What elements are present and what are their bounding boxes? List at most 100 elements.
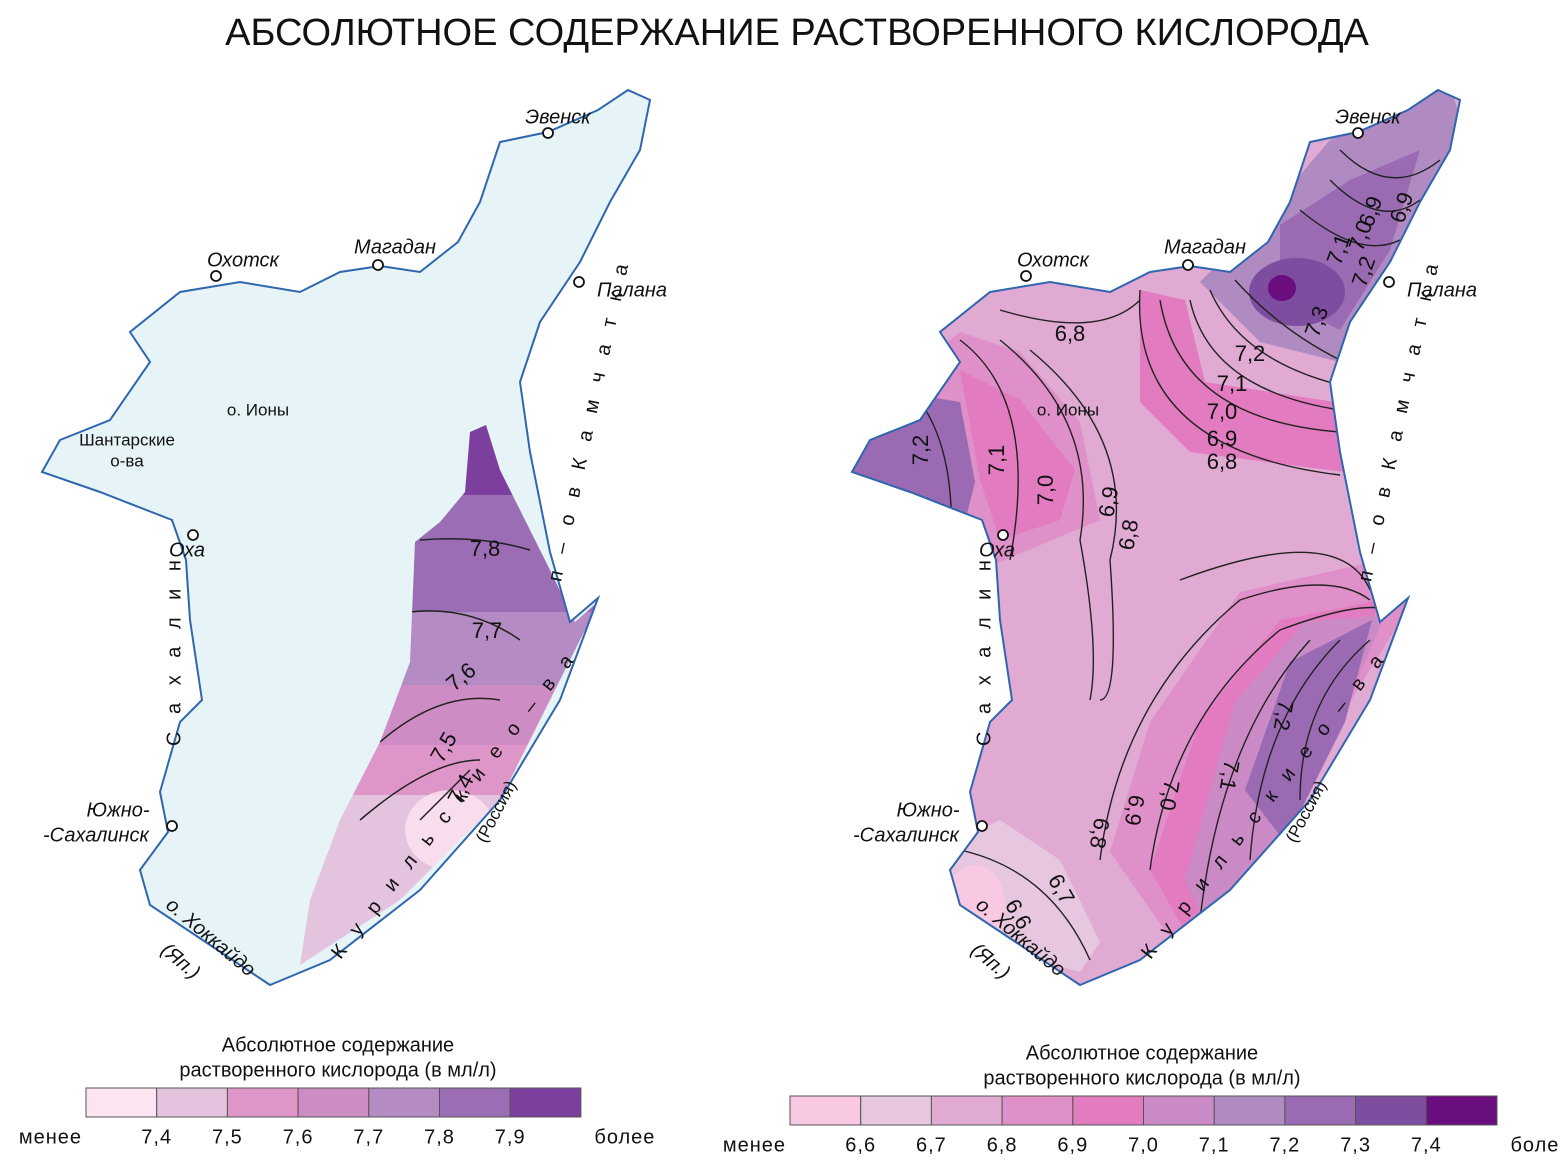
contour-line [1249, 639, 1341, 861]
legend-label: 6,7 [916, 1134, 947, 1156]
legend-title: растворенного кислорода (в мл/л) [179, 1059, 496, 1081]
place-label: -Сахалинск [853, 824, 961, 846]
place-label: Магадан [354, 236, 436, 258]
place-marker [210, 270, 222, 282]
legend-swatch [789, 1095, 862, 1126]
zone [852, 392, 975, 562]
contour-label: 7,2 [908, 435, 933, 466]
contour-line [1029, 349, 1118, 701]
place-marker [166, 820, 178, 832]
legend-swatch [1355, 1095, 1427, 1126]
legend-label: 7,2 [1269, 1134, 1300, 1156]
contour-label: 6,8 [1207, 449, 1238, 474]
legend-label: 6,6 [845, 1134, 876, 1156]
contour-line [409, 610, 521, 641]
place-marker [1182, 259, 1194, 271]
place-label: -Сахалинск [43, 824, 151, 846]
region-label: о. Ионы [1037, 400, 1099, 419]
legend-swatch [930, 1095, 1003, 1126]
place-marker [573, 276, 585, 288]
region-label: п – о в К а м ч а т к а [544, 256, 634, 583]
place-marker [372, 259, 384, 271]
legend-title: Абсолютное содержание [222, 1034, 454, 1056]
place-marker [1352, 127, 1364, 139]
legend-label: более [1510, 1134, 1560, 1156]
contour-line [999, 299, 1141, 324]
contour-line [1138, 289, 1341, 476]
legend-swatch [226, 1087, 299, 1118]
contour-label: 7,0 [1033, 475, 1058, 506]
legend-label: 7,1 [1199, 1134, 1230, 1156]
contour-label: 6,8 [1113, 517, 1143, 551]
region-label: п – о в К а м ч а т к а [1354, 256, 1444, 583]
contour-line [1099, 584, 1371, 861]
contour-line [379, 697, 501, 743]
contour-line [1329, 179, 1421, 212]
place-label: Магадан [1164, 236, 1246, 258]
place-label: Охотск [207, 249, 280, 271]
legend-title: растворенного кислорода (в мл/л) [983, 1067, 1300, 1089]
legend-label: 7,3 [1340, 1134, 1371, 1156]
contour-line [999, 339, 1095, 701]
region-label: С а х а л и н [973, 554, 995, 746]
legend-swatch [439, 1087, 511, 1118]
contour-label: 7,2 [1269, 698, 1299, 732]
contour-line [1199, 639, 1311, 921]
place-label: Палана [597, 279, 667, 301]
coast [40, 88, 652, 987]
place-label: Палана [1407, 279, 1477, 301]
legend-label: 7,6 [283, 1126, 314, 1148]
legend-label: 7,0 [1128, 1134, 1159, 1156]
contour-line [1299, 639, 1371, 801]
legend-label: 7,9 [495, 1126, 526, 1148]
legend-swatch [1001, 1095, 1074, 1126]
contour-line [1159, 299, 1341, 433]
region-label: о. Ионы [227, 400, 289, 419]
contour-line [1209, 289, 1341, 386]
legend-label: 7,8 [424, 1126, 455, 1148]
contour-label: 6,9 [1120, 793, 1150, 827]
coast [850, 88, 1462, 987]
legend-swatch [85, 1087, 158, 1118]
place-label: Южно- [87, 799, 150, 821]
place-marker [976, 820, 988, 832]
legend-label: 6,8 [987, 1134, 1018, 1156]
contour-line [1149, 606, 1391, 871]
contour-line [1234, 279, 1341, 361]
legend-label: 7,5 [212, 1126, 243, 1148]
contour-line [1179, 551, 1371, 591]
contour-line [419, 538, 531, 551]
legend-label: 7,7 [353, 1126, 384, 1148]
legend-swatch [1284, 1095, 1357, 1126]
place-label: Оха [979, 539, 1015, 561]
contour-label: 6,8 [1055, 321, 1086, 346]
place-marker [187, 529, 199, 541]
region-label: (Яп.) [157, 939, 204, 984]
region-label: Шантарские [79, 430, 175, 449]
region-label: (Яп.) [967, 939, 1014, 984]
region-label: о-ва [110, 451, 144, 470]
place-marker [997, 529, 1009, 541]
contour-label: 6,9 [1207, 426, 1238, 451]
legend-swatch [368, 1087, 440, 1118]
contour-line [1189, 299, 1341, 411]
contour-line [419, 769, 471, 821]
legend-title: Абсолютное содержание [1026, 1042, 1258, 1064]
title: АБСОЛЮТНОЕ СОДЕРЖАНИЕ РАСТВОРЕННОГО КИСЛ… [225, 12, 1369, 54]
contour-label: 7,1 [1215, 758, 1245, 792]
contour-line [359, 759, 481, 821]
region-label: С а х а л и н [163, 554, 185, 746]
place-label: Охотск [1017, 249, 1090, 271]
legend-swatch [1213, 1095, 1286, 1126]
legend-swatch [1425, 1095, 1498, 1126]
legend-label: 6,9 [1057, 1134, 1088, 1156]
place-label: Эвенск [1335, 106, 1402, 128]
contour-label: 7,8 [470, 536, 501, 561]
contour-label: 7,0 [1155, 778, 1185, 812]
legend-swatch [1072, 1095, 1145, 1126]
place-label: Южно- [897, 799, 960, 821]
legend-label: 7,4 [1411, 1134, 1442, 1156]
place-label: Эвенск [525, 106, 592, 128]
contour-line [1299, 209, 1401, 247]
legend-swatch [156, 1087, 228, 1118]
